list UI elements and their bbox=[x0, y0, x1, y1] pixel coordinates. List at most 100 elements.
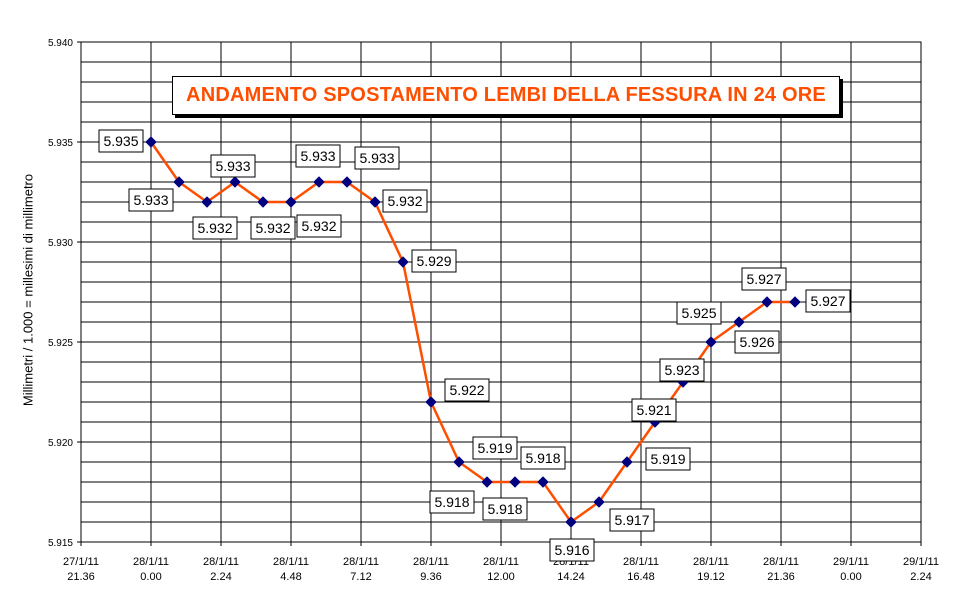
data-label-box bbox=[98, 129, 144, 153]
x-tick-time-label: 0.00 bbox=[840, 571, 861, 583]
x-tick-time-label: 2.24 bbox=[210, 571, 231, 583]
x-tick-date-label: 28/1/11 bbox=[483, 556, 519, 568]
y-tick-label: 5.915 bbox=[48, 538, 73, 549]
data-point-marker bbox=[789, 296, 801, 308]
data-point-marker bbox=[201, 196, 213, 208]
x-tick-date-label: 28/1/11 bbox=[693, 556, 729, 568]
data-label: 5.932 bbox=[255, 220, 290, 236]
chart-title-box: ANDAMENTO SPOSTAMENTO LEMBI DELLA FESSUR… bbox=[172, 76, 840, 115]
x-tick-time-label: 12.00 bbox=[487, 571, 515, 583]
data-point-marker bbox=[257, 196, 269, 208]
y-tick-label: 5.925 bbox=[48, 338, 73, 349]
data-label: 5.932 bbox=[387, 193, 422, 209]
data-point-marker bbox=[425, 396, 437, 408]
data-point-marker bbox=[705, 336, 717, 348]
data-label-box bbox=[805, 289, 851, 313]
data-label-box bbox=[210, 154, 256, 178]
data-label-box bbox=[609, 508, 655, 532]
data-label-box bbox=[676, 301, 722, 325]
data-label-box bbox=[295, 144, 341, 168]
data-point-marker bbox=[593, 496, 605, 508]
x-tick-time-label: 4.48 bbox=[280, 571, 301, 583]
data-label-box bbox=[549, 538, 595, 562]
x-tick-date-label: 28/1/11 bbox=[203, 556, 239, 568]
y-axis-label: Millimetri / 1.000 = millesimi di millim… bbox=[20, 173, 36, 407]
x-tick-date-label: 28/1/11 bbox=[623, 556, 659, 568]
data-point-marker bbox=[621, 456, 633, 468]
data-label: 5.933 bbox=[300, 148, 335, 164]
data-label: 5.918 bbox=[434, 494, 469, 510]
data-label: 5.921 bbox=[636, 402, 671, 418]
data-label-box bbox=[250, 216, 296, 240]
data-label-box bbox=[659, 358, 705, 382]
data-label: 5.932 bbox=[197, 220, 232, 236]
data-point-marker bbox=[565, 516, 577, 528]
data-point-marker bbox=[733, 316, 745, 328]
data-point-marker bbox=[481, 476, 493, 488]
data-label: 5.926 bbox=[739, 334, 774, 350]
data-point-marker bbox=[173, 176, 185, 188]
data-label-box bbox=[645, 447, 691, 471]
data-label: 5.933 bbox=[359, 150, 394, 166]
data-point-marker bbox=[229, 176, 241, 188]
data-label: 5.933 bbox=[215, 158, 250, 174]
data-label-box bbox=[354, 146, 400, 170]
x-tick-time-label: 19.12 bbox=[697, 571, 725, 583]
data-point-marker bbox=[537, 476, 549, 488]
data-label: 5.929 bbox=[416, 253, 451, 269]
data-label: 5.933 bbox=[133, 192, 168, 208]
data-label-box bbox=[741, 267, 787, 291]
data-label: 5.919 bbox=[477, 440, 512, 456]
x-tick-time-label: 14.24 bbox=[557, 571, 585, 583]
x-tick-time-label: 21.36 bbox=[67, 571, 95, 583]
y-tick-label: 5.920 bbox=[48, 438, 73, 449]
x-tick-time-label: 0.00 bbox=[140, 571, 161, 583]
data-label: 5.935 bbox=[103, 133, 138, 149]
data-label-box bbox=[472, 436, 518, 460]
data-label-box bbox=[411, 249, 457, 273]
data-point-marker bbox=[761, 296, 773, 308]
x-tick-time-label: 9.36 bbox=[420, 571, 441, 583]
data-label: 5.918 bbox=[487, 501, 522, 517]
data-label-box bbox=[520, 446, 566, 470]
x-tick-time-label: 2.24 bbox=[910, 571, 931, 583]
data-point-marker bbox=[369, 196, 381, 208]
data-label-box bbox=[296, 214, 342, 238]
x-tick-date-label: 27/1/11 bbox=[63, 556, 99, 568]
x-tick-date-label: 28/1/11 bbox=[413, 556, 449, 568]
data-label: 5.925 bbox=[681, 305, 716, 321]
data-label-box bbox=[444, 378, 490, 402]
y-tick-label: 5.930 bbox=[48, 238, 73, 249]
data-point-marker bbox=[145, 136, 157, 148]
data-label-box bbox=[482, 497, 528, 521]
data-label: 5.917 bbox=[614, 512, 649, 528]
data-label-box bbox=[128, 188, 174, 212]
data-label: 5.922 bbox=[449, 382, 484, 398]
data-label-box bbox=[382, 189, 428, 213]
data-label-box bbox=[192, 216, 238, 240]
x-tick-date-label: 28/1/11 bbox=[763, 556, 799, 568]
x-tick-date-label: 28/1/11 bbox=[133, 556, 169, 568]
x-tick-date-label: 28/1/11 bbox=[343, 556, 379, 568]
data-point-marker bbox=[509, 476, 521, 488]
x-tick-time-label: 21.36 bbox=[767, 571, 795, 583]
y-tick-label: 5.935 bbox=[48, 138, 73, 149]
chart-title: ANDAMENTO SPOSTAMENTO LEMBI DELLA FESSUR… bbox=[186, 84, 826, 106]
data-point-marker bbox=[285, 196, 297, 208]
data-point-marker bbox=[313, 176, 325, 188]
data-point-marker bbox=[453, 456, 465, 468]
data-label: 5.927 bbox=[810, 293, 845, 309]
x-tick-date-label: 29/1/11 bbox=[903, 556, 939, 568]
data-label: 5.932 bbox=[301, 218, 336, 234]
data-label-box bbox=[631, 398, 677, 422]
data-label: 5.918 bbox=[525, 450, 560, 466]
x-tick-time-label: 16.48 bbox=[627, 571, 655, 583]
data-label: 5.927 bbox=[746, 271, 781, 287]
x-tick-time-label: 7.12 bbox=[350, 571, 371, 583]
data-label-box bbox=[734, 330, 780, 354]
data-label: 5.919 bbox=[650, 451, 685, 467]
data-label-box bbox=[429, 490, 475, 514]
x-tick-date-label: 29/1/11 bbox=[833, 556, 869, 568]
y-tick-label: 5.940 bbox=[48, 38, 73, 49]
